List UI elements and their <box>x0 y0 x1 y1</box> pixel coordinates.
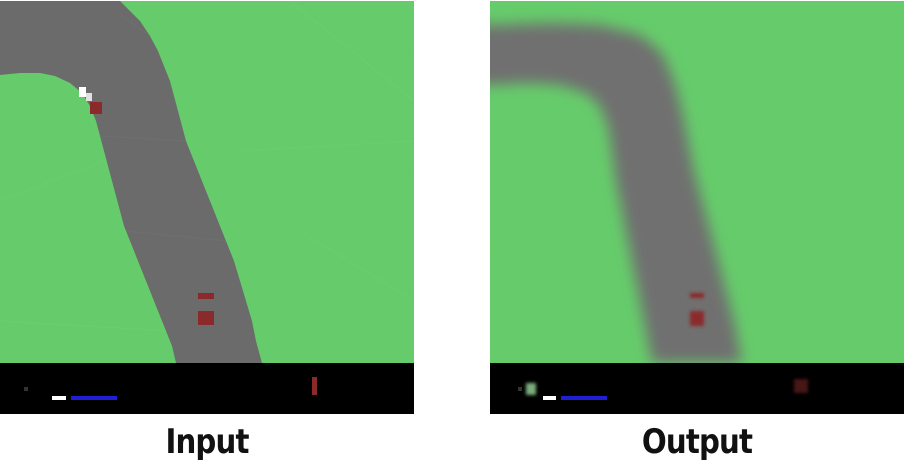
input-caption: Input <box>165 422 249 462</box>
red-bar-icon <box>312 377 317 395</box>
grass-tile-lines <box>0 1 414 332</box>
output-frame <box>490 1 904 414</box>
output-caption: Output <box>641 422 753 462</box>
track-marker-red <box>90 102 102 114</box>
road-track <box>0 1 262 363</box>
road-track <box>490 23 742 363</box>
white-bar-icon <box>543 396 556 400</box>
red-bar-icon <box>794 379 808 393</box>
hud-dot <box>24 387 28 391</box>
white-bar-icon <box>52 396 66 400</box>
road-tile-seams <box>99 12 227 242</box>
track-marker-white-2 <box>86 93 92 101</box>
car-icon <box>198 293 214 325</box>
grass-tile-lines <box>490 1 904 303</box>
track-marker-white-1 <box>79 87 86 97</box>
hud-bar <box>490 363 904 414</box>
hud-green-marker <box>526 383 536 395</box>
blue-bar-icon <box>71 396 117 400</box>
hud-dot <box>518 387 522 391</box>
car-icon <box>690 293 704 326</box>
blue-bar-icon <box>561 396 607 400</box>
hud-bar <box>0 363 414 414</box>
input-frame <box>0 1 414 414</box>
